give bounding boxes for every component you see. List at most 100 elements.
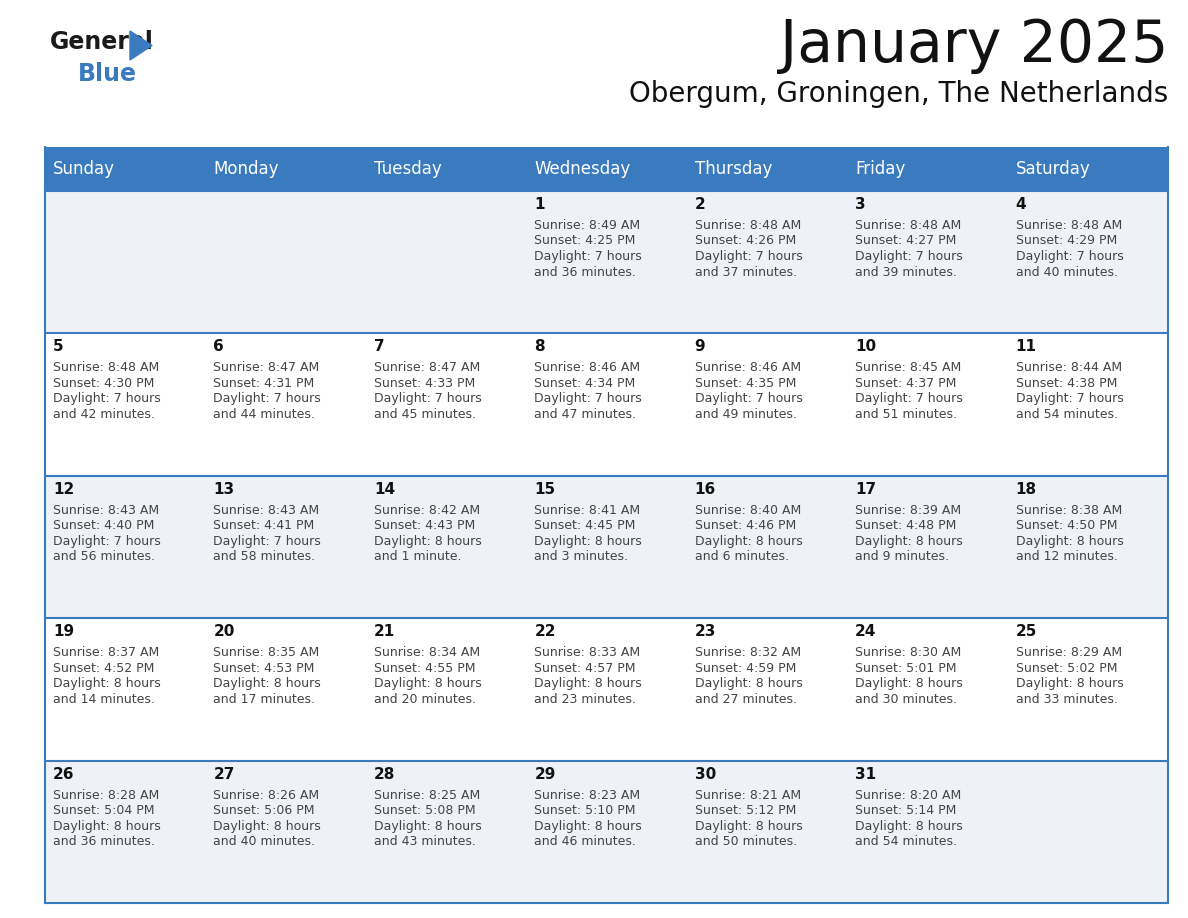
Text: and 40 minutes.: and 40 minutes. (1016, 265, 1118, 278)
Text: Sunset: 4:50 PM: Sunset: 4:50 PM (1016, 520, 1117, 532)
Text: Sunset: 4:53 PM: Sunset: 4:53 PM (214, 662, 315, 675)
Text: Daylight: 8 hours: Daylight: 8 hours (374, 820, 481, 833)
Text: Sunset: 5:08 PM: Sunset: 5:08 PM (374, 804, 475, 817)
Text: 5: 5 (53, 340, 64, 354)
Text: Sunrise: 8:28 AM: Sunrise: 8:28 AM (53, 789, 159, 801)
Text: and 9 minutes.: and 9 minutes. (855, 550, 949, 564)
Bar (45, 761, 1168, 903)
Text: and 17 minutes.: and 17 minutes. (214, 693, 316, 706)
Text: and 37 minutes.: and 37 minutes. (695, 265, 797, 278)
Text: Sunrise: 8:49 AM: Sunrise: 8:49 AM (535, 219, 640, 232)
Text: Sunrise: 8:20 AM: Sunrise: 8:20 AM (855, 789, 961, 801)
Text: Sunset: 4:29 PM: Sunset: 4:29 PM (1016, 234, 1117, 248)
Text: and 47 minutes.: and 47 minutes. (535, 408, 637, 420)
Text: Daylight: 7 hours: Daylight: 7 hours (535, 250, 642, 263)
Text: General: General (50, 30, 154, 54)
Text: Blue: Blue (78, 62, 137, 86)
Text: 9: 9 (695, 340, 706, 354)
Text: Sunrise: 8:48 AM: Sunrise: 8:48 AM (695, 219, 801, 232)
Text: and 39 minutes.: and 39 minutes. (855, 265, 958, 278)
Text: Daylight: 7 hours: Daylight: 7 hours (214, 392, 321, 406)
Text: 16: 16 (695, 482, 716, 497)
Text: Sunset: 5:06 PM: Sunset: 5:06 PM (214, 804, 315, 817)
Text: Sunset: 4:26 PM: Sunset: 4:26 PM (695, 234, 796, 248)
Text: Sunset: 5:12 PM: Sunset: 5:12 PM (695, 804, 796, 817)
Text: and 6 minutes.: and 6 minutes. (695, 550, 789, 564)
Text: Sunrise: 8:48 AM: Sunrise: 8:48 AM (53, 362, 159, 375)
Text: Sunset: 4:25 PM: Sunset: 4:25 PM (535, 234, 636, 248)
Text: and 27 minutes.: and 27 minutes. (695, 693, 797, 706)
Text: Tuesday: Tuesday (374, 160, 442, 178)
Text: 25: 25 (1016, 624, 1037, 639)
Text: Sunrise: 8:23 AM: Sunrise: 8:23 AM (535, 789, 640, 801)
Text: Sunset: 5:04 PM: Sunset: 5:04 PM (53, 804, 154, 817)
Text: Sunrise: 8:41 AM: Sunrise: 8:41 AM (535, 504, 640, 517)
Text: and 33 minutes.: and 33 minutes. (1016, 693, 1118, 706)
Text: Daylight: 7 hours: Daylight: 7 hours (214, 535, 321, 548)
Text: and 30 minutes.: and 30 minutes. (855, 693, 958, 706)
Text: 20: 20 (214, 624, 235, 639)
Text: Sunrise: 8:43 AM: Sunrise: 8:43 AM (53, 504, 159, 517)
Text: and 54 minutes.: and 54 minutes. (855, 835, 958, 848)
Text: and 3 minutes.: and 3 minutes. (535, 550, 628, 564)
Text: Sunrise: 8:40 AM: Sunrise: 8:40 AM (695, 504, 801, 517)
Text: 22: 22 (535, 624, 556, 639)
Text: and 42 minutes.: and 42 minutes. (53, 408, 154, 420)
Text: Sunrise: 8:21 AM: Sunrise: 8:21 AM (695, 789, 801, 801)
Text: Friday: Friday (855, 160, 905, 178)
Text: Sunset: 4:35 PM: Sunset: 4:35 PM (695, 377, 796, 390)
Text: Sunset: 4:34 PM: Sunset: 4:34 PM (535, 377, 636, 390)
Bar (45, 476, 1168, 618)
Text: Daylight: 8 hours: Daylight: 8 hours (1016, 677, 1124, 690)
Text: 11: 11 (1016, 340, 1037, 354)
Text: Sunset: 5:01 PM: Sunset: 5:01 PM (855, 662, 956, 675)
Text: Daylight: 8 hours: Daylight: 8 hours (695, 535, 802, 548)
Text: and 23 minutes.: and 23 minutes. (535, 693, 636, 706)
Text: Sunrise: 8:39 AM: Sunrise: 8:39 AM (855, 504, 961, 517)
Text: and 14 minutes.: and 14 minutes. (53, 693, 154, 706)
Text: Sunrise: 8:29 AM: Sunrise: 8:29 AM (1016, 646, 1121, 659)
Text: Daylight: 8 hours: Daylight: 8 hours (374, 535, 481, 548)
Text: Sunset: 4:52 PM: Sunset: 4:52 PM (53, 662, 154, 675)
Text: Sunrise: 8:42 AM: Sunrise: 8:42 AM (374, 504, 480, 517)
Text: Daylight: 8 hours: Daylight: 8 hours (374, 677, 481, 690)
Text: 19: 19 (53, 624, 74, 639)
Text: Daylight: 8 hours: Daylight: 8 hours (53, 677, 160, 690)
Text: 27: 27 (214, 767, 235, 781)
Text: 6: 6 (214, 340, 225, 354)
Text: Sunrise: 8:38 AM: Sunrise: 8:38 AM (1016, 504, 1121, 517)
Text: Sunset: 4:27 PM: Sunset: 4:27 PM (855, 234, 956, 248)
Bar (45, 191, 1168, 333)
Text: 1: 1 (535, 197, 545, 212)
Text: Daylight: 8 hours: Daylight: 8 hours (535, 820, 642, 833)
Text: and 36 minutes.: and 36 minutes. (53, 835, 154, 848)
Text: Sunset: 4:48 PM: Sunset: 4:48 PM (855, 520, 956, 532)
Polygon shape (129, 31, 152, 60)
Text: Sunrise: 8:48 AM: Sunrise: 8:48 AM (855, 219, 961, 232)
Text: Sunrise: 8:35 AM: Sunrise: 8:35 AM (214, 646, 320, 659)
Text: Sunrise: 8:32 AM: Sunrise: 8:32 AM (695, 646, 801, 659)
Text: Sunrise: 8:46 AM: Sunrise: 8:46 AM (695, 362, 801, 375)
Text: Daylight: 7 hours: Daylight: 7 hours (374, 392, 481, 406)
Text: Daylight: 8 hours: Daylight: 8 hours (695, 820, 802, 833)
Text: 26: 26 (53, 767, 75, 781)
Text: Sunrise: 8:48 AM: Sunrise: 8:48 AM (1016, 219, 1121, 232)
Text: Sunrise: 8:26 AM: Sunrise: 8:26 AM (214, 789, 320, 801)
Text: 4: 4 (1016, 197, 1026, 212)
Text: 10: 10 (855, 340, 877, 354)
Text: Daylight: 8 hours: Daylight: 8 hours (695, 677, 802, 690)
Text: Sunset: 4:31 PM: Sunset: 4:31 PM (214, 377, 315, 390)
Text: Daylight: 8 hours: Daylight: 8 hours (855, 677, 963, 690)
Text: and 50 minutes.: and 50 minutes. (695, 835, 797, 848)
Text: Daylight: 8 hours: Daylight: 8 hours (214, 677, 321, 690)
Text: January 2025: January 2025 (779, 17, 1168, 74)
Text: Sunset: 4:33 PM: Sunset: 4:33 PM (374, 377, 475, 390)
Bar (45, 618, 1168, 761)
Text: 7: 7 (374, 340, 385, 354)
Text: Daylight: 7 hours: Daylight: 7 hours (1016, 392, 1124, 406)
Text: Daylight: 8 hours: Daylight: 8 hours (535, 677, 642, 690)
Text: Daylight: 7 hours: Daylight: 7 hours (53, 535, 160, 548)
Text: 14: 14 (374, 482, 394, 497)
Text: Sunrise: 8:43 AM: Sunrise: 8:43 AM (214, 504, 320, 517)
Text: Sunset: 4:30 PM: Sunset: 4:30 PM (53, 377, 154, 390)
